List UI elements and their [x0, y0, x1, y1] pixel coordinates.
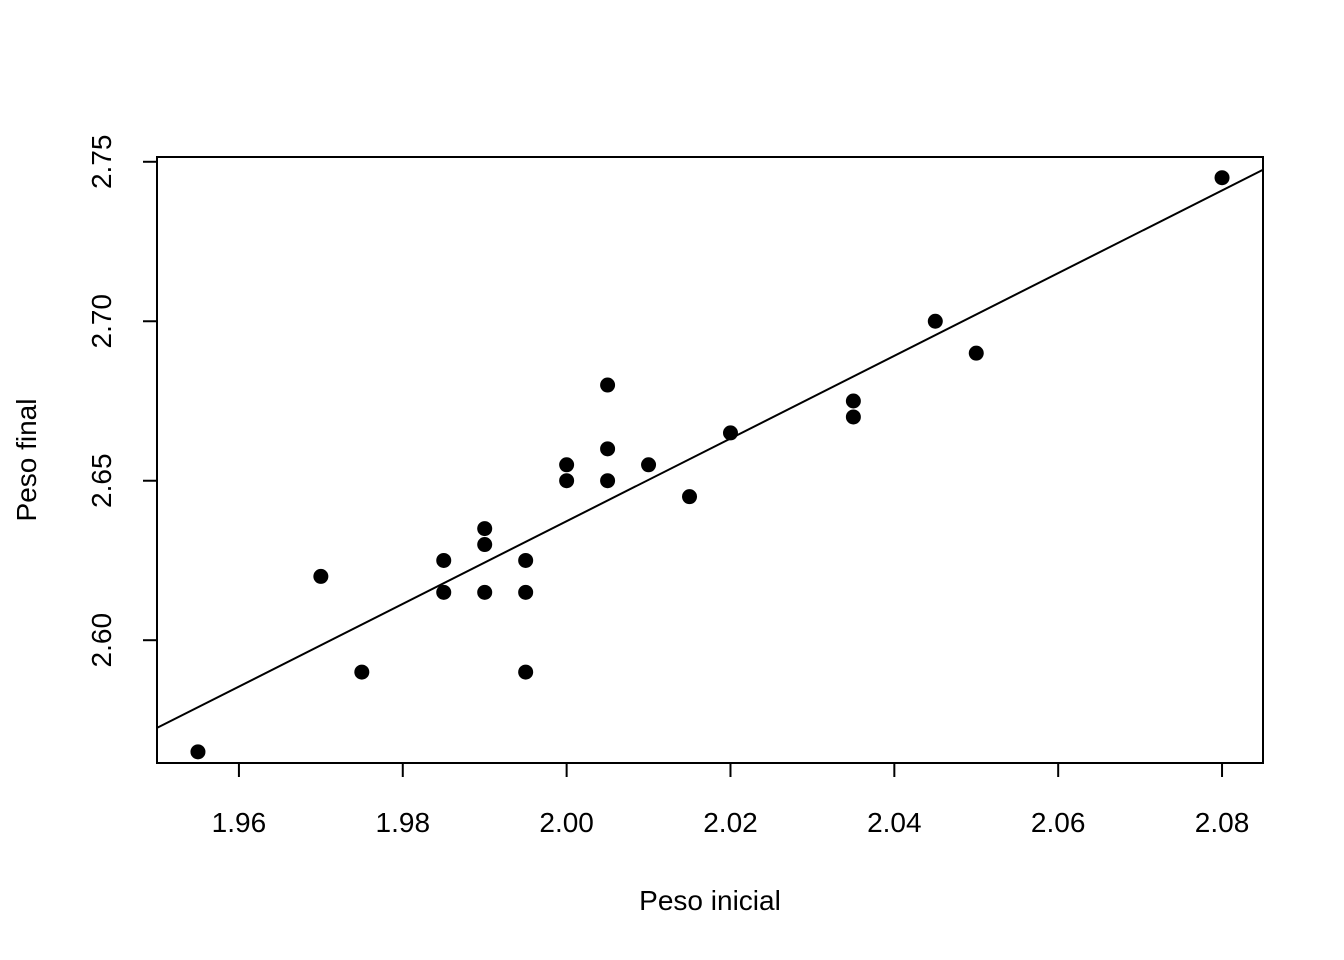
data-point: [190, 744, 206, 760]
data-point: [968, 345, 984, 361]
plot-frame: [156, 156, 1264, 764]
regression-line-group: [156, 168, 1264, 729]
data-point: [600, 441, 616, 457]
data-point: [436, 552, 452, 568]
data-point: [477, 537, 493, 553]
x-tick-label: 2.04: [867, 807, 922, 838]
x-axis: 1.96 1.98 2.00 2.02 2.04 2.06 2.08: [212, 762, 1250, 838]
x-axis-title: Peso inicial: [639, 885, 781, 916]
data-point: [927, 313, 943, 329]
data-point: [641, 457, 657, 473]
x-tick-label: 1.96: [212, 807, 267, 838]
data-points: [190, 170, 1230, 760]
data-point: [722, 425, 738, 441]
data-point: [518, 664, 534, 680]
data-point: [354, 664, 370, 680]
x-tick-label: 2.00: [539, 807, 594, 838]
y-tick-label: 2.75: [86, 135, 117, 190]
regression-line: [156, 168, 1264, 729]
data-point: [845, 393, 861, 409]
data-point: [436, 584, 452, 600]
data-point: [313, 568, 329, 584]
data-point: [559, 457, 575, 473]
data-point: [1214, 170, 1230, 186]
x-tick-label: 2.02: [703, 807, 758, 838]
y-axis: 2.60 2.65 2.70 2.75: [86, 135, 158, 668]
y-axis-title: Peso final: [11, 399, 42, 522]
x-tick-label: 2.06: [1031, 807, 1086, 838]
data-point: [477, 521, 493, 537]
x-tick-label: 2.08: [1195, 807, 1250, 838]
y-tick-label: 2.60: [86, 613, 117, 668]
data-point: [600, 377, 616, 393]
data-point: [477, 584, 493, 600]
data-point: [559, 473, 575, 489]
data-point: [600, 473, 616, 489]
data-point: [682, 489, 698, 505]
data-point: [518, 584, 534, 600]
x-tick-label: 1.98: [376, 807, 431, 838]
data-point: [845, 409, 861, 425]
y-tick-label: 2.65: [86, 453, 117, 508]
data-point: [518, 552, 534, 568]
y-tick-label: 2.70: [86, 294, 117, 349]
